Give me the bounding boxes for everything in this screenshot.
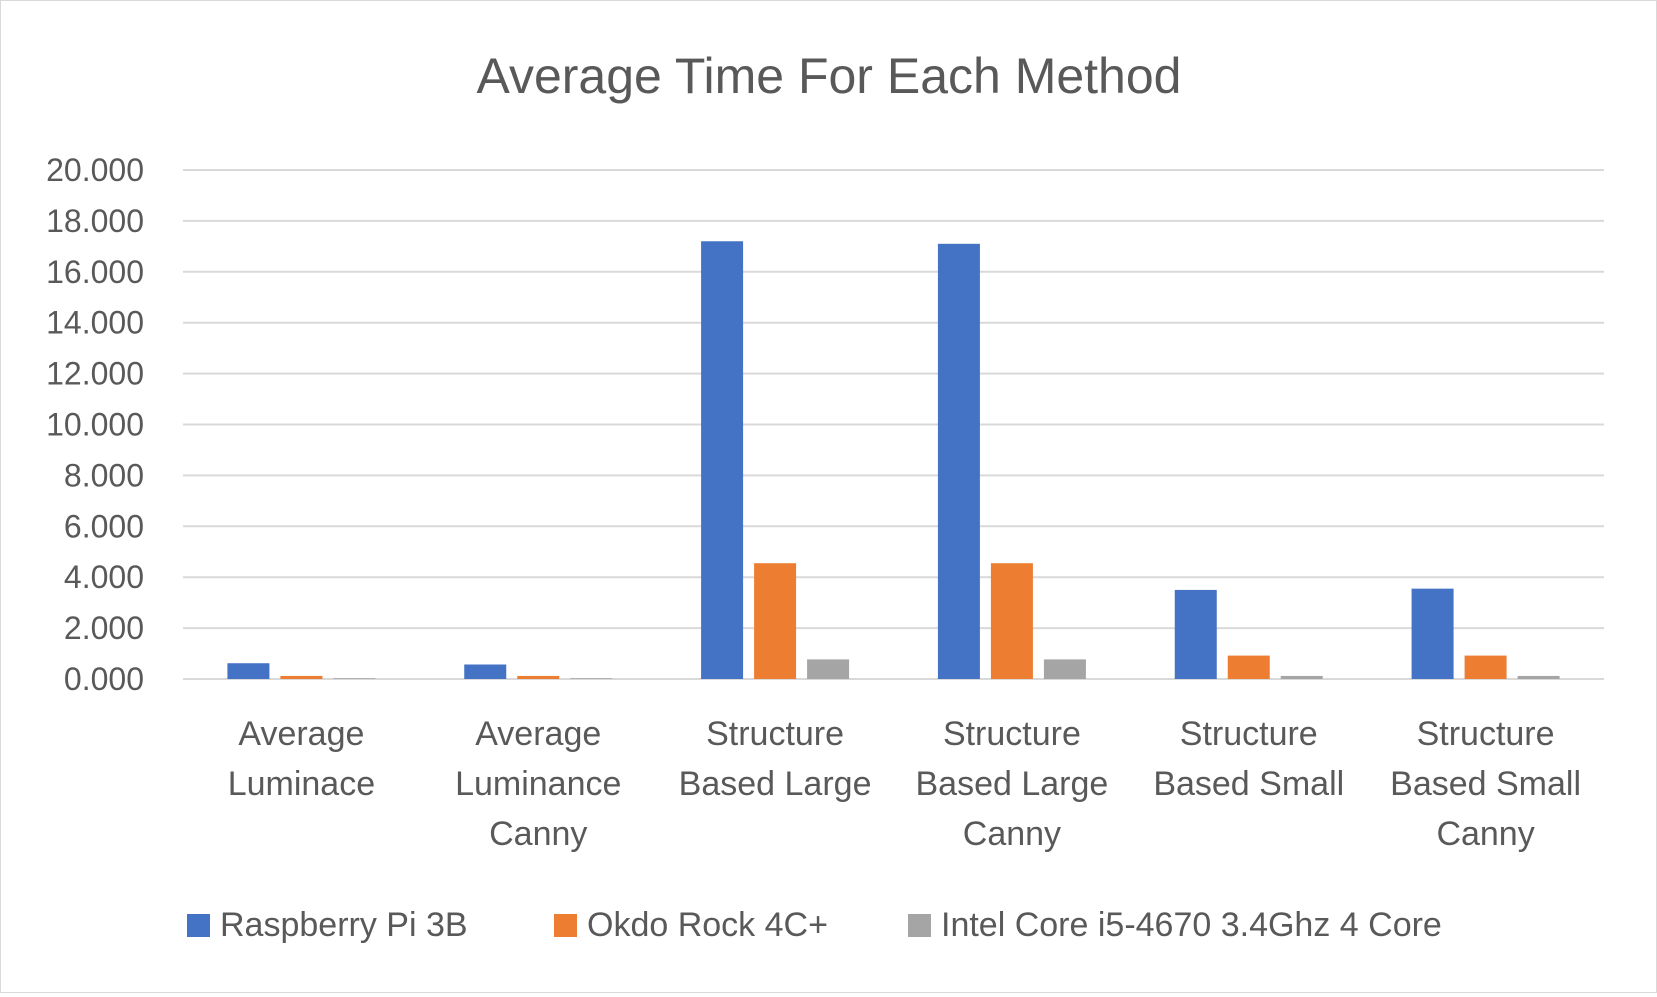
bar <box>937 243 980 679</box>
x-category-label: Structure Based Small <box>1153 715 1344 803</box>
y-tick-label: 12.000 <box>46 356 144 392</box>
bar <box>1174 589 1217 679</box>
y-tick-label: 14.000 <box>46 305 144 341</box>
bar <box>701 241 744 679</box>
bars <box>227 241 1560 679</box>
x-category-label: Structure Based Large Canny <box>916 715 1109 853</box>
chart-title: Average Time For Each Method <box>477 48 1182 104</box>
y-tick-label: 16.000 <box>46 254 144 290</box>
bar <box>754 563 797 679</box>
y-tick-label: 4.000 <box>64 559 144 595</box>
bar <box>1517 675 1560 679</box>
x-category-label: Average Luminance Canny <box>455 715 621 853</box>
bar <box>1464 655 1507 679</box>
legend-label: Intel Core i5-4670 3.4Ghz 4 Core <box>941 906 1442 944</box>
x-category-label: Structure Based Small Canny <box>1390 715 1581 853</box>
legend: Raspberry Pi 3B Okdo Rock 4C+ Intel Core i… <box>187 906 1442 944</box>
gridlines <box>183 169 1604 680</box>
y-tick-label: 6.000 <box>64 508 144 544</box>
legend-swatch <box>908 914 931 937</box>
bar <box>1411 588 1454 679</box>
bar <box>807 659 850 679</box>
bar <box>333 678 376 679</box>
y-tick-label: 2.000 <box>64 610 144 646</box>
y-axis-tick-labels: 0.000 2.000 4.000 6.000 8.000 10.000 12.000 14.… <box>46 152 144 697</box>
legend-swatch <box>554 914 577 937</box>
legend-label: Raspberry Pi 3B <box>220 906 468 944</box>
legend-swatch <box>187 914 210 937</box>
bar <box>280 675 323 679</box>
bar <box>464 664 507 679</box>
legend-label: Okdo Rock 4C+ <box>587 906 828 944</box>
y-tick-label: 20.000 <box>46 152 144 188</box>
x-axis-category-labels: Average Luminace Average Luminance Canny Stru… <box>228 715 1581 853</box>
bar <box>570 678 613 679</box>
y-tick-label: 10.000 <box>46 407 144 443</box>
bar <box>1043 659 1086 679</box>
y-tick-label: 0.000 <box>64 661 144 697</box>
bar <box>517 675 560 679</box>
y-tick-label: 8.000 <box>64 457 144 493</box>
bar <box>990 563 1033 679</box>
bar <box>1280 675 1323 679</box>
x-category-label: Average Luminace <box>228 715 375 803</box>
bar <box>1227 655 1270 679</box>
y-tick-label: 18.000 <box>46 203 144 239</box>
bar <box>227 663 270 679</box>
x-category-label: Structure Based Large <box>679 715 872 803</box>
